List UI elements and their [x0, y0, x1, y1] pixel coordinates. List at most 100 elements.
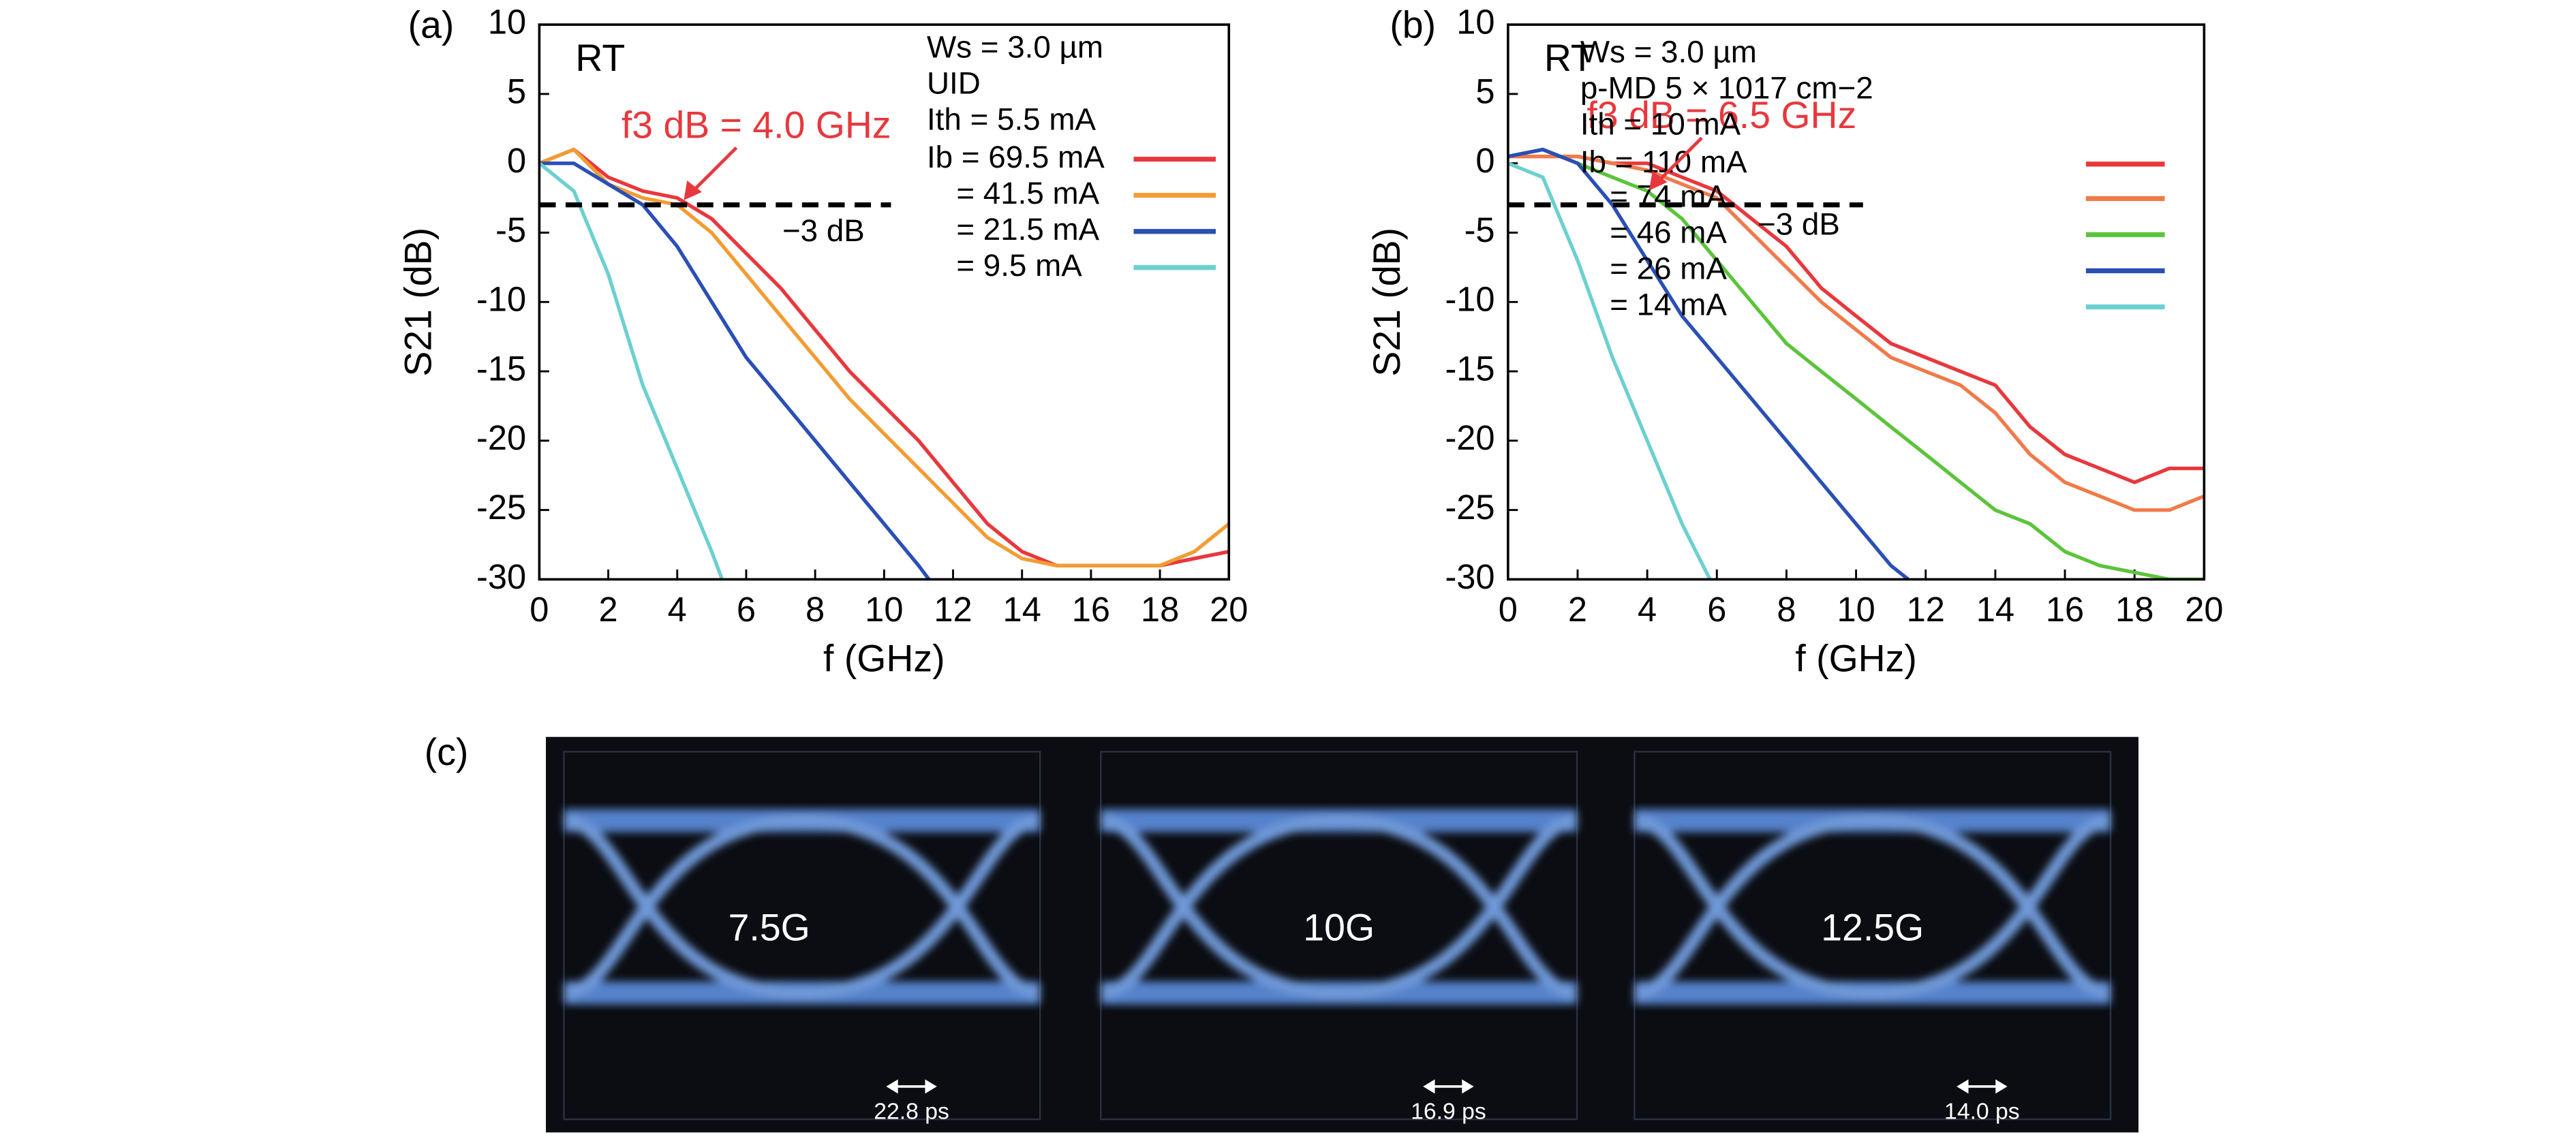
eye-scale: 22.8 ps — [874, 1098, 949, 1124]
series-line — [1507, 154, 2205, 484]
x-tick-label: 6 — [737, 590, 756, 629]
x-tick-label: 12 — [934, 590, 972, 629]
f3db-label: f3 dB = 6.5 GHz — [1586, 94, 1856, 136]
eye-cross — [1634, 813, 2111, 1000]
y-tick-label: 5 — [1475, 72, 1494, 110]
scale-arrow — [1957, 1079, 2008, 1094]
y-tick-label: -25 — [1445, 488, 1494, 527]
f3db-label: f3 dB = 4.0 GHz — [622, 104, 891, 146]
x-axis-label: f (GHz) — [823, 638, 945, 680]
x-tick-label: 18 — [1141, 590, 1179, 629]
x-tick-label: 0 — [1499, 590, 1518, 629]
legend-label: = 21.5 mA — [956, 212, 1099, 247]
y-tick-label: -30 — [1445, 557, 1494, 596]
series-line — [1507, 154, 2205, 512]
eye-frame — [563, 751, 1041, 1121]
panel-label: (c) — [425, 731, 469, 773]
legend-label: Ib = 69.5 mA — [927, 140, 1105, 174]
y-tick-label: 5 — [507, 72, 526, 110]
x-tick-label: 10 — [1837, 590, 1875, 629]
x-tick-label: 16 — [2046, 590, 2084, 629]
series-line — [539, 147, 1229, 567]
legend-header: Ith = 10 mA — [1580, 107, 1741, 142]
eye-traces — [1634, 809, 2111, 1005]
eye-rate: 7.5G — [729, 907, 810, 949]
condition-label: RT — [575, 37, 625, 79]
f3db-arrow — [689, 146, 738, 195]
eye-rate: 12.5G — [1821, 907, 1924, 949]
plot-lines — [539, 147, 1229, 580]
f3db-arrow — [1654, 136, 1703, 185]
legend-label: = 26 mA — [1610, 251, 1727, 286]
x-tick-label: 10 — [865, 590, 903, 629]
panel-label: (a) — [408, 4, 455, 46]
eye-traces — [1100, 809, 1578, 1005]
eye-rate: 10G — [1303, 907, 1375, 949]
legend-header: UID — [927, 65, 981, 100]
eye-background — [546, 736, 2138, 1133]
series-line — [539, 161, 724, 580]
f3db-arrowhead — [684, 181, 702, 200]
reference-label: −3 dB — [1758, 207, 1840, 242]
x-tick-label: 20 — [2185, 590, 2223, 629]
y-tick-label: -10 — [476, 280, 526, 319]
reference-label: −3 dB — [782, 213, 865, 248]
plot-lines — [1507, 147, 2205, 580]
series-line — [1507, 161, 1712, 580]
y-tick-label: -30 — [476, 557, 526, 596]
eye-frame — [1100, 751, 1578, 1121]
x-tick-label: 18 — [2115, 590, 2153, 629]
legend-label: = 14 mA — [1610, 287, 1727, 322]
x-tick-label: 4 — [668, 590, 687, 629]
series-line — [539, 161, 931, 580]
y-tick-label: 0 — [1475, 141, 1494, 180]
y-tick-label: -15 — [476, 349, 526, 388]
condition-label: RT — [1544, 37, 1594, 79]
y-tick-label: 10 — [1456, 2, 1494, 41]
y-tick-label: -20 — [1445, 418, 1494, 457]
y-tick-label: -20 — [476, 418, 526, 457]
panel-label: (b) — [1390, 4, 1436, 46]
y-axis-label: S21 (dB) — [1366, 228, 1408, 377]
x-tick-label: 2 — [599, 590, 618, 629]
legend-header: Ws = 3.0 µm — [1580, 35, 1757, 69]
eye-traces — [563, 809, 1041, 1005]
x-tick-label: 16 — [1072, 590, 1110, 629]
x-tick-label: 4 — [1638, 590, 1657, 629]
x-tick-label: 14 — [1003, 590, 1041, 629]
scale-arrow — [886, 1079, 937, 1094]
legend-label: = 74 mA — [1610, 179, 1727, 214]
legend-label: = 9.5 mA — [956, 248, 1082, 283]
y-tick-label: -5 — [495, 210, 526, 249]
legend-label: = 46 mA — [1610, 215, 1727, 250]
series-line — [1507, 147, 2205, 580]
x-tick-label: 20 — [1210, 590, 1248, 629]
x-tick-label: 2 — [1568, 590, 1587, 629]
series-line — [539, 147, 1229, 567]
x-tick-label: 14 — [1976, 590, 2014, 629]
x-axis-label: f (GHz) — [1795, 638, 1917, 680]
x-tick-label: 8 — [806, 590, 825, 629]
x-tick-label: 0 — [530, 590, 549, 629]
legend-label: Ib = 110 mA — [1580, 144, 1747, 179]
y-tick-label: 10 — [488, 2, 526, 41]
series-line — [1507, 147, 1910, 580]
y-tick-label: -10 — [1445, 280, 1494, 319]
scale-arrow — [1423, 1079, 1474, 1094]
y-tick-label: -25 — [476, 488, 526, 527]
y-tick-label: 0 — [507, 141, 526, 180]
f3db-arrowhead — [1649, 170, 1668, 191]
legend-header: Ith = 5.5 mA — [927, 102, 1096, 136]
x-tick-label: 12 — [1907, 590, 1945, 629]
eye-cross — [1100, 813, 1578, 1000]
y-tick-label: -5 — [1465, 210, 1495, 249]
plot-frame — [538, 23, 1231, 581]
plot-frame — [1507, 23, 2206, 581]
legend-header: p-MD 5 × 1017 cm−2 — [1580, 71, 1873, 106]
y-axis-label: S21 (dB) — [397, 228, 440, 377]
legend-header: Ws = 3.0 µm — [927, 29, 1103, 64]
eye-scale: 16.9 ps — [1411, 1098, 1486, 1124]
eye-scale: 14.0 ps — [1944, 1098, 2020, 1124]
